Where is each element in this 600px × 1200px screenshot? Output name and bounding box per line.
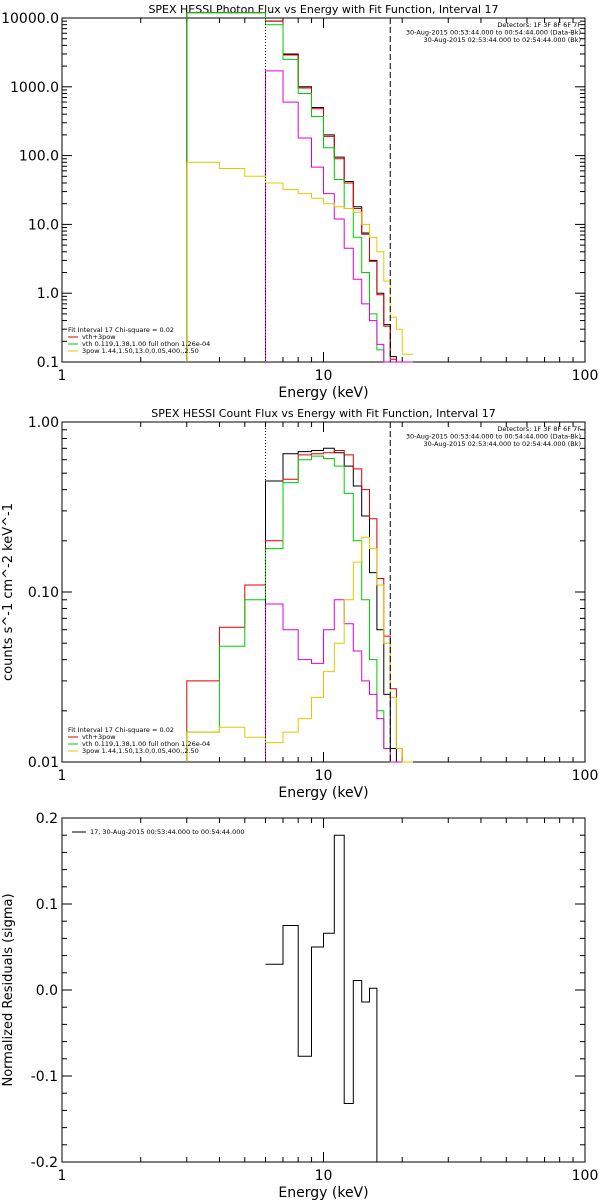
y-tick-label: 1.00 (28, 415, 59, 431)
x-tick-label: 1 (58, 368, 67, 384)
y-tick-label: 0.2 (36, 811, 58, 827)
series-line-2 (186, 450, 413, 763)
series-group (186, 447, 413, 763)
legend-entry: vth+3pow (82, 333, 116, 341)
header-line: 30-Aug-2015 02:53:44.000 to 02:54:44.000… (424, 440, 581, 448)
x-tick-label: 100 (572, 768, 599, 784)
y-axis-ticks: 0.01 0.10 1.00 (28, 415, 585, 771)
series-group (265, 834, 391, 1163)
series-line-5 (186, 161, 413, 362)
chart-panel-2: SPEX HESSI Count Flux vs Energy with Fit… (1, 407, 598, 801)
series-line-3 (186, 12, 413, 363)
x-tick-label: 100 (572, 1168, 599, 1184)
x-tick-label: 100 (572, 368, 599, 384)
y-tick-label: 10.0 (28, 217, 59, 233)
x-axis-label: Energy (keV) (278, 785, 368, 801)
y-tick-label: 0.1 (36, 897, 58, 913)
x-axis-label: Energy (keV) (278, 385, 368, 401)
y-tick-label: 1.0 (37, 286, 59, 302)
y-tick-label: 100.0 (19, 149, 59, 165)
y-axis-label: Normalized Residuals (sigma) (1, 893, 16, 1086)
series-group (186, 12, 413, 363)
header-line: Detectors: 1F 3F 8F 6F 7F (497, 21, 581, 29)
legend-entry: 3pow 1.44,1.50,13.0,0.05,400.,2.50 (82, 747, 199, 755)
y-tick-label: 1000.0 (10, 80, 59, 96)
series-line-1 (186, 12, 413, 363)
chart-panel-1: SPEX HESSI Photon Flux vs Energy with Fi… (1, 3, 598, 401)
y-tick-label: 0.1 (37, 355, 59, 371)
x-axis-label: Energy (keV) (278, 1185, 368, 1200)
header-line: 30-Aug-2015 00:53:44.000 to 00:54:44.000… (406, 29, 581, 37)
plot-frame (61, 421, 586, 763)
y-axis-label: counts s^-1 cm^-2 keV^-1 (1, 503, 16, 681)
y-axis-ticks: 0.1 1.0 10.0 100.0 1000.0 10000.0 (1, 11, 585, 371)
x-axis-ticks: 1 10 100 (58, 422, 599, 784)
y-tick-label: 10000.0 (1, 11, 59, 27)
legend-entry: vth 0.119,1.38,1.00 full othon 1.26e-04 (82, 740, 210, 748)
series-line-2 (186, 12, 413, 363)
legend-entry: 17, 30-Aug-2015 00:53:44.000 to 00:54:44… (90, 828, 245, 836)
series-line-5 (186, 536, 413, 763)
legend-entry: 3pow 1.44,1.50,13.0,0.05,400.,2.50 (82, 347, 199, 355)
legend: Fit Interval 17 Chi-square = 0.02vth+3po… (68, 326, 210, 355)
x-tick-label: 1 (58, 1168, 67, 1184)
legend-header: Fit Interval 17 Chi-square = 0.02 (68, 326, 174, 334)
legend: 17, 30-Aug-2015 00:53:44.000 to 00:54:44… (72, 828, 245, 836)
header-line: Detectors: 1F 3F 8F 6F 7F (497, 425, 581, 433)
x-tick-label: 1 (58, 768, 67, 784)
y-tick-label: 0.0 (36, 983, 58, 999)
chart-title: SPEX HESSI Count Flux vs Energy with Fit… (151, 407, 495, 420)
plot-frame (61, 817, 586, 1163)
x-tick-label: 10 (315, 768, 333, 784)
x-tick-label: 10 (315, 1168, 333, 1184)
series-line-4 (265, 70, 413, 363)
chart-panel-3: 1 10 100 -0.2 -0.1 0.0 0.1 0.2 Energy (keV) Norma… (1, 811, 598, 1200)
series-line-3 (186, 455, 413, 763)
legend-header: Fit Interval 17 Chi-square = 0.02 (68, 726, 174, 734)
series-line-1 (265, 447, 413, 763)
legend-entry: vth 0.119,1.38,1.00 full othon 1.26e-04 (82, 340, 210, 348)
y-tick-label: -0.1 (31, 1069, 58, 1085)
legend: Fit Interval 17 Chi-square = 0.02vth+3po… (68, 726, 210, 755)
header-line: 30-Aug-2015 00:53:44.000 to 00:54:44.000… (406, 433, 581, 441)
header-line: 30-Aug-2015 02:53:44.000 to 02:54:44.000… (424, 36, 581, 44)
x-axis-ticks: 1 10 100 (58, 818, 599, 1184)
y-tick-label: 0.01 (28, 755, 59, 771)
legend-entry: vth+3pow (82, 733, 116, 741)
x-tick-label: 10 (315, 368, 333, 384)
y-axis-ticks: -0.2 -0.1 0.0 0.1 0.2 (31, 811, 585, 1171)
series-line-4 (265, 599, 413, 763)
chart-title: SPEX HESSI Photon Flux vs Energy with Fi… (148, 3, 498, 16)
y-tick-label: -0.2 (31, 1155, 58, 1171)
y-tick-label: 0.10 (28, 585, 59, 601)
series-line-1 (265, 834, 391, 1163)
